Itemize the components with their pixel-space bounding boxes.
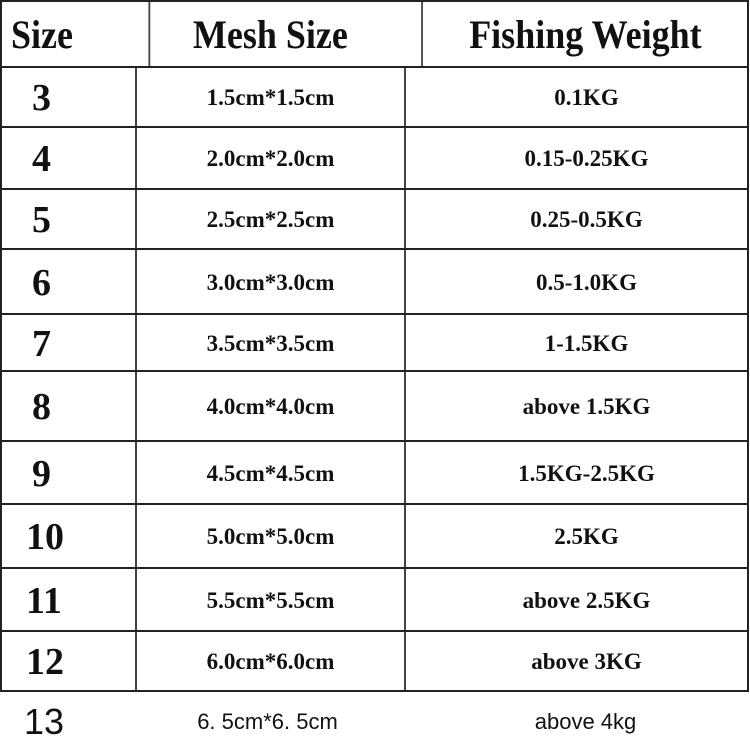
table-row: 7 3.5cm*3.5cm 1-1.5KG (0, 313, 749, 372)
size-cell: 4 (32, 138, 51, 180)
mesh-size-cell: 4.5cm*4.5cm (135, 442, 404, 505)
table-row: 3 1.5cm*1.5cm 0.1KG (0, 66, 749, 128)
fishing-weight-cell: 1-1.5KG (404, 315, 747, 372)
mesh-size-cell: 3.5cm*3.5cm (135, 315, 404, 372)
mesh-size-cell: 5.5cm*5.5cm (135, 569, 404, 632)
header-size: Size (11, 12, 73, 57)
mesh-size-cell: 6.0cm*6.0cm (135, 632, 404, 692)
size-cell: 9 (32, 452, 51, 495)
fishing-weight-cell: above 2.5KG (404, 569, 747, 632)
fishing-weight-cell: 0.25-0.5KG (404, 190, 747, 250)
mesh-size-cell: 4.0cm*4.0cm (135, 372, 404, 442)
fishing-weight-cell: 0.15-0.25KG (404, 128, 747, 190)
size-cell: 10 (26, 516, 64, 558)
size-cell: 7 (32, 322, 51, 365)
size-cell: 8 (32, 386, 51, 428)
table-row: 5 2.5cm*2.5cm 0.25-0.5KG (0, 188, 749, 250)
table-row: 9 4.5cm*4.5cm 1.5KG-2.5KG (0, 440, 749, 505)
fishing-weight-cell: 2.5KG (404, 505, 747, 569)
header-fishing-weight-label: Fishing Weight (469, 12, 702, 57)
header-row: Size Mesh Size Fishing Weight (0, 0, 749, 67)
fishing-weight-cell: 0.5-1.0KG (404, 250, 747, 315)
table-row: 8 4.0cm*4.0cm above 1.5KG (0, 370, 749, 442)
mesh-size-cell: 5.0cm*5.0cm (135, 505, 404, 569)
table-row: 13 6. 5cm*6. 5cm above 4kg (0, 690, 749, 750)
fishing-weight-cell: above 3KG (404, 632, 747, 692)
mesh-size-cell: 1.5cm*1.5cm (135, 68, 404, 128)
mesh-size-cell: 2.0cm*2.0cm (135, 128, 404, 190)
header-mesh-size-label: Mesh Size (192, 12, 348, 57)
fishing-weight-cell: above 4kg (534, 709, 637, 734)
table-row: 11 5.5cm*5.5cm above 2.5KG (0, 567, 749, 632)
fishing-weight-cell: above 1.5KG (404, 372, 747, 442)
fishing-weight-cell: 0.1KG (404, 68, 747, 128)
size-cell: 12 (26, 641, 64, 683)
header-mesh-size: Mesh Size (148, 2, 390, 67)
mesh-size-cell: 3.0cm*3.0cm (135, 250, 404, 315)
size-cell: 5 (32, 199, 51, 241)
fishing-weight-cell: 1.5KG-2.5KG (404, 442, 747, 505)
size-cell: 13 (24, 701, 65, 742)
header-fishing-weight: Fishing Weight (421, 2, 730, 67)
table-row: 4 2.0cm*2.0cm 0.15-0.25KG (0, 126, 749, 190)
table-row: 12 6.0cm*6.0cm above 3KG (0, 630, 749, 692)
mesh-size-cell: 6. 5cm*6. 5cm (197, 709, 338, 734)
mesh-size-cell: 2.5cm*2.5cm (135, 190, 404, 250)
size-cell: 6 (32, 261, 51, 304)
table-row: 10 5.0cm*5.0cm 2.5KG (0, 503, 749, 569)
size-cell: 3 (32, 77, 51, 119)
size-cell: 11 (26, 579, 62, 622)
table-row: 6 3.0cm*3.0cm 0.5-1.0KG (0, 248, 749, 315)
